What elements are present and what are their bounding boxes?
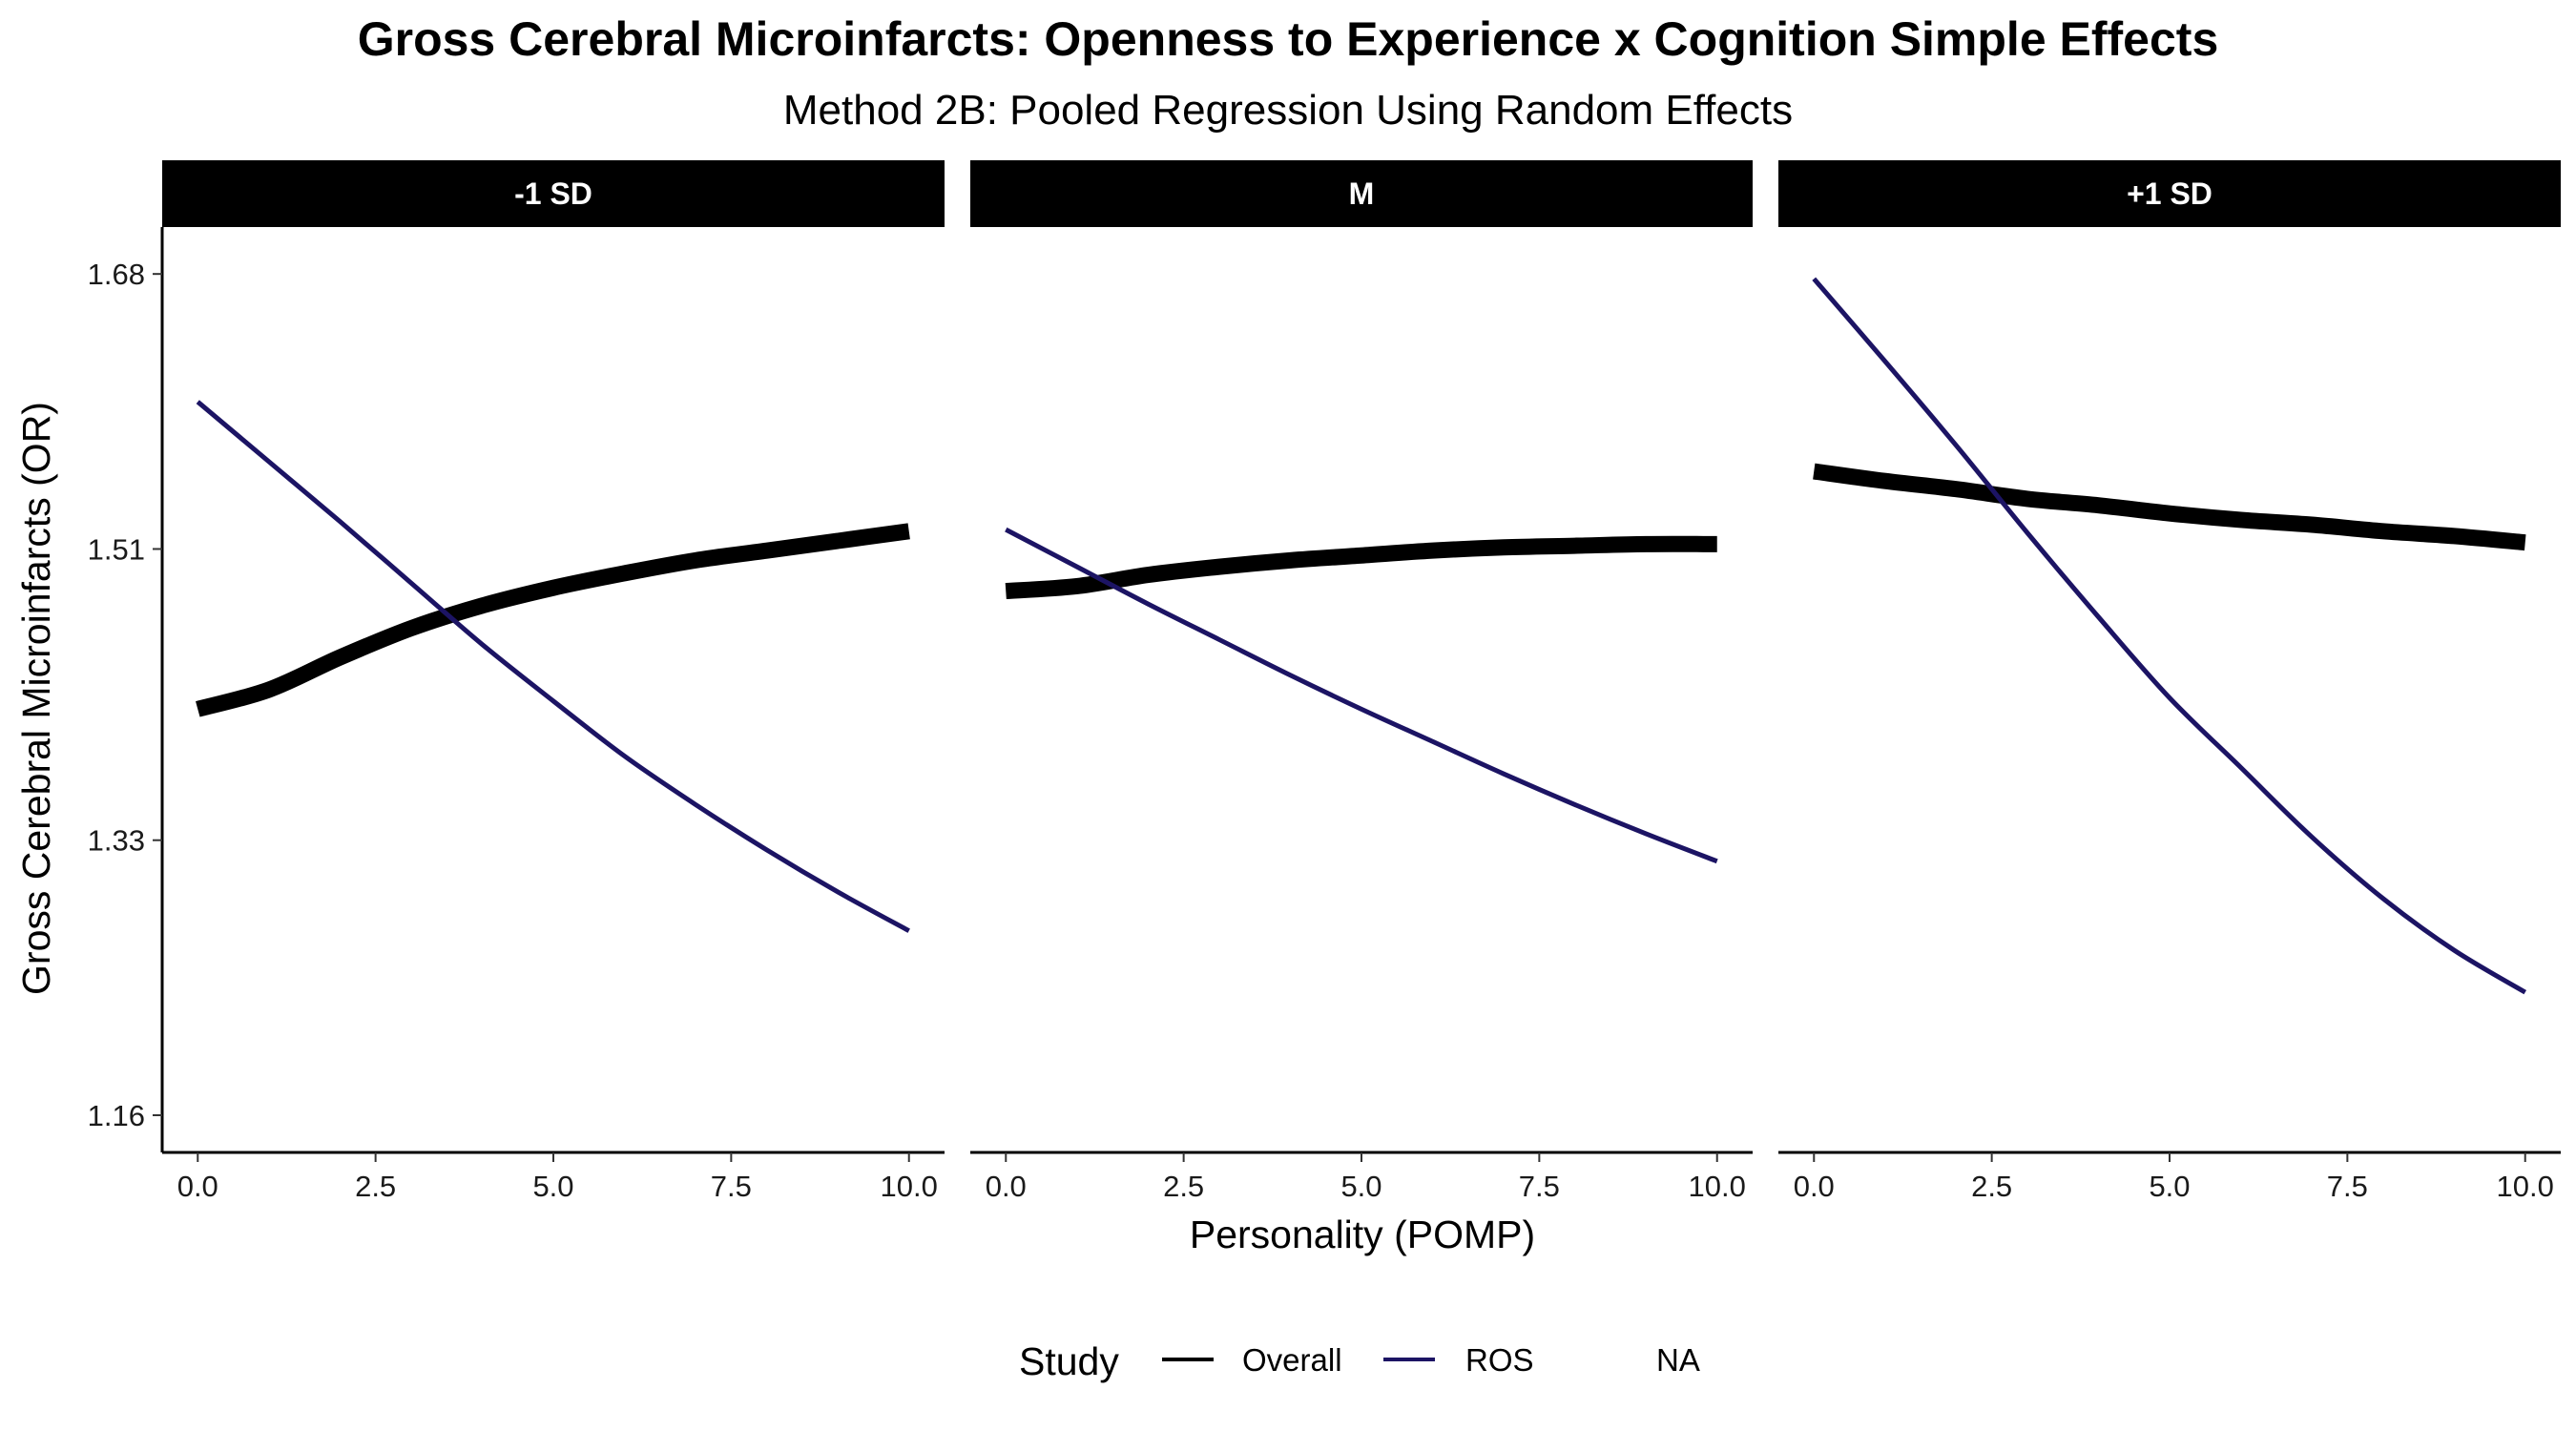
- panel-1: M 0.0 2.5 5.0 7.5 10.0: [970, 160, 1753, 1203]
- legend-label-na: NA: [1656, 1342, 1700, 1378]
- series-line-ros: [1812, 277, 2527, 995]
- x-tick-label: 7.5: [1519, 1170, 1560, 1203]
- legend-label-ros: ROS: [1465, 1342, 1534, 1378]
- x-tick-label: 5.0: [2149, 1170, 2190, 1203]
- x-axis-title: Personality (POMP): [1190, 1213, 1535, 1256]
- x-tick-label: 5.0: [532, 1170, 573, 1203]
- x-tick-label: 2.5: [1971, 1170, 2012, 1203]
- panel-strip-label: -1 SD: [514, 176, 592, 211]
- panel-strip-label: +1 SD: [2127, 176, 2212, 211]
- legend: Study Overall ROS NA: [1019, 1339, 1700, 1383]
- series-line-overall: [1005, 535, 1717, 600]
- legend-title: Study: [1019, 1339, 1119, 1383]
- series-line-overall: [196, 523, 910, 717]
- x-tick-label: 2.5: [1163, 1170, 1204, 1203]
- series-line-ros: [196, 400, 910, 933]
- panels: -1 SD 0.0 2.5 5.0 7.5 10.0 1.16 1.33 1.51 1.68 M 0.…: [88, 160, 2561, 1203]
- y-axis-title: Gross Cerebral Microinfarcts (OR): [14, 402, 58, 995]
- x-tick-label: 10.0: [881, 1170, 938, 1203]
- x-tick-label: 0.0: [177, 1170, 218, 1203]
- x-tick-label: 0.0: [986, 1170, 1027, 1203]
- panel-0: -1 SD 0.0 2.5 5.0 7.5 10.0 1.16 1.33 1.51 1.68: [88, 160, 945, 1203]
- panel-strip: [970, 160, 1753, 227]
- panel-2: +1 SD 0.0 2.5 5.0 7.5 10.0: [1778, 160, 2561, 1203]
- chart-subtitle: Method 2B: Pooled Regression Using Rando…: [783, 87, 1793, 134]
- series-line-overall: [1813, 463, 2526, 551]
- x-tick-label: 7.5: [2327, 1170, 2368, 1203]
- x-tick-label: 10.0: [2497, 1170, 2554, 1203]
- x-tick-label: 7.5: [711, 1170, 752, 1203]
- y-tick-label: 1.51: [88, 532, 145, 566]
- legend-label-overall: Overall: [1242, 1342, 1342, 1378]
- y-tick-label: 1.33: [88, 824, 145, 858]
- x-tick-label: 5.0: [1340, 1170, 1381, 1203]
- y-tick-label: 1.16: [88, 1099, 145, 1132]
- panel-strip-label: M: [1349, 176, 1375, 211]
- chart-title: Gross Cerebral Microinfarcts: Openness t…: [358, 12, 2219, 66]
- panel-strip: [1778, 160, 2561, 227]
- x-tick-label: 2.5: [355, 1170, 396, 1203]
- x-tick-label: 10.0: [1689, 1170, 1746, 1203]
- y-tick-label: 1.68: [88, 258, 145, 291]
- panel-strip: [162, 160, 945, 227]
- x-tick-label: 0.0: [1794, 1170, 1835, 1203]
- series-line-ros: [1005, 527, 1718, 864]
